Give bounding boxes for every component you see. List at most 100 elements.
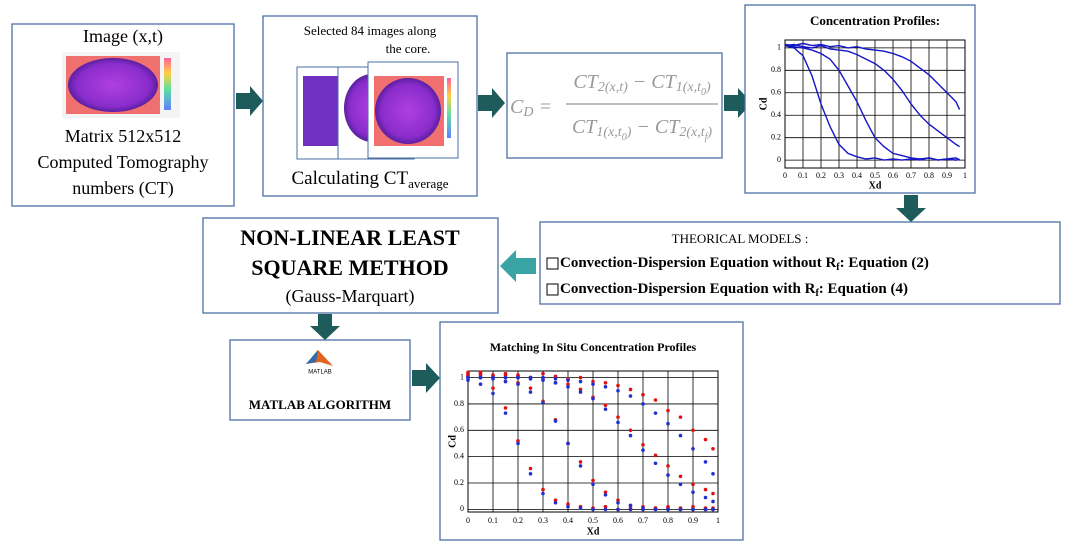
y-tick-label: 0.2 <box>454 478 464 487</box>
label-sub: average <box>408 176 449 191</box>
x-tick-label: 0 <box>783 171 787 180</box>
models-title: THEORICAL MODELS : <box>672 231 809 246</box>
formula-part: CT <box>573 71 599 93</box>
formula-part: ) <box>705 80 711 95</box>
profile-point <box>566 505 570 509</box>
profile-point <box>579 506 583 510</box>
image-line: Computed Tomography <box>38 152 209 172</box>
formula-part: 2(x,t <box>679 125 705 140</box>
matlab-logo-text: MATLAB <box>308 370 332 376</box>
arrow <box>500 250 536 282</box>
profile-point <box>616 501 620 505</box>
profile-point <box>704 488 708 492</box>
profile-point <box>711 508 715 512</box>
formula-part: CT <box>572 116 598 138</box>
x-tick-label: 0.8 <box>924 171 934 180</box>
profile-point <box>504 406 508 410</box>
profile-point <box>541 376 545 380</box>
arrow <box>412 363 440 393</box>
model-tail: : Equation (2) <box>840 255 929 271</box>
profile-point <box>591 479 595 483</box>
profile-point <box>654 461 658 465</box>
profile-point <box>711 472 715 476</box>
profile-point <box>504 376 508 380</box>
method-subtitle: (Gauss-Marquart) <box>286 286 415 307</box>
y-tick-label: 0.4 <box>454 451 464 460</box>
profile-point <box>629 504 633 508</box>
profile-point <box>516 376 520 380</box>
profile-point <box>711 492 715 496</box>
image-title: Image (x,t) <box>83 26 163 47</box>
selection-line: Selected 84 images along <box>304 23 437 38</box>
profile-point <box>641 393 645 397</box>
y-tick-label: 0.6 <box>454 425 464 434</box>
profile-point <box>679 508 683 512</box>
profile-point <box>679 483 683 487</box>
profile-point <box>491 386 495 390</box>
model-text: Convection-Dispersion Equation with R <box>560 281 816 297</box>
profile-point <box>554 377 558 381</box>
profile-point <box>666 409 670 413</box>
profile-point <box>604 385 608 389</box>
diagram: Image (x,t) Matrix 512x512 Computed Tomo… <box>0 0 1076 545</box>
profile-point <box>654 508 658 512</box>
chart-title: Matching In Situ Concentration Profiles <box>490 340 697 354</box>
profile-point <box>491 376 495 380</box>
y-tick-label: 0.6 <box>771 88 781 97</box>
formula-part: ) <box>706 125 712 140</box>
profile-point <box>579 390 583 394</box>
profile-point <box>679 475 683 479</box>
profile-point <box>616 415 620 419</box>
x-tick-label: 0.4 <box>852 171 862 180</box>
profile-point <box>629 388 633 392</box>
profile-point <box>641 448 645 452</box>
profile-point <box>554 381 558 385</box>
x-tick-label: 1 <box>716 516 720 525</box>
x-tick-label: 0.8 <box>663 516 673 525</box>
profile-point <box>616 384 620 388</box>
x-axis-label: Xd <box>587 526 600 537</box>
profile-point <box>516 382 520 386</box>
formula-part: = <box>533 96 552 118</box>
profile-point <box>666 508 670 512</box>
profile-point <box>491 392 495 396</box>
y-tick-label: 1 <box>777 43 781 52</box>
profile-point <box>691 428 695 432</box>
profile-point <box>616 389 620 393</box>
profile-point <box>516 442 520 446</box>
profile-point <box>679 415 683 419</box>
profile-point <box>604 381 608 385</box>
profile-point <box>529 386 533 390</box>
arrow <box>896 195 926 222</box>
profile-point <box>579 460 583 464</box>
profile-point <box>629 508 633 512</box>
image-line: Matrix 512x512 <box>65 126 182 146</box>
label-text: Calculating CT <box>291 168 408 189</box>
profile-point <box>504 372 508 376</box>
x-tick-label: 0.2 <box>513 516 523 525</box>
profile-point <box>666 422 670 426</box>
formula-part: 1(x,t <box>596 125 622 140</box>
profile-point <box>541 401 545 405</box>
y-tick-label: 0.8 <box>454 399 464 408</box>
y-axis-label: Cd <box>447 435 458 448</box>
profile-point <box>629 394 633 398</box>
profile-point <box>654 411 658 415</box>
x-tick-label: 0.9 <box>942 171 952 180</box>
x-tick-label: 0 <box>466 516 470 525</box>
x-tick-label: 0.3 <box>538 516 548 525</box>
model-item: Convection-Dispersion Equation with Rf: … <box>560 281 908 299</box>
profile-point <box>641 443 645 447</box>
chart-title: Concentration Profiles: <box>810 13 940 28</box>
profile-point <box>704 508 708 512</box>
x-tick-label: 0.2 <box>816 171 826 180</box>
profile-point <box>711 447 715 451</box>
y-tick-label: 0 <box>777 155 781 164</box>
profile-point <box>604 508 608 512</box>
matlab-label: MATLAB ALGORITHM <box>249 397 391 412</box>
profile-point <box>504 411 508 415</box>
profile-point <box>529 390 533 394</box>
profile-point <box>566 442 570 446</box>
formula-part: − CT <box>631 116 681 138</box>
profile-point <box>654 454 658 458</box>
